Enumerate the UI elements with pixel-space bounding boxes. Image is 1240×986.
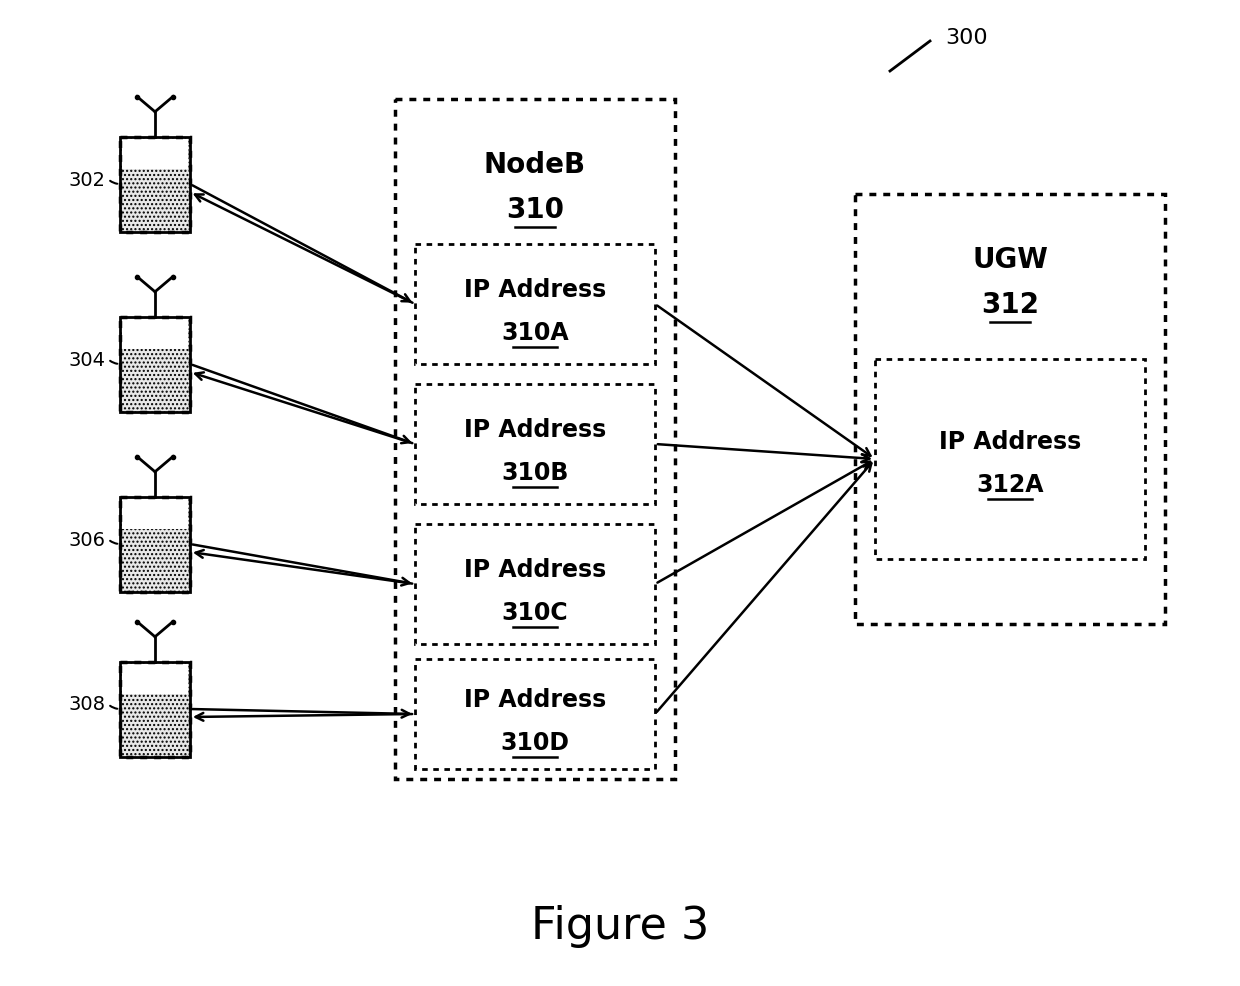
Bar xyxy=(875,360,1145,559)
Text: 310: 310 xyxy=(506,196,564,224)
Text: NodeB: NodeB xyxy=(484,151,587,178)
Text: UGW: UGW xyxy=(972,246,1048,274)
Text: Figure 3: Figure 3 xyxy=(531,904,709,948)
Text: 310D: 310D xyxy=(501,731,569,754)
Bar xyxy=(120,662,190,756)
Bar xyxy=(120,497,190,592)
Bar xyxy=(120,317,190,412)
Bar xyxy=(122,499,188,529)
Text: IP Address: IP Address xyxy=(464,278,606,302)
Text: IP Address: IP Address xyxy=(464,557,606,582)
Bar xyxy=(120,662,190,756)
Text: 304: 304 xyxy=(68,350,105,369)
Text: IP Address: IP Address xyxy=(464,687,606,711)
Text: 310A: 310A xyxy=(501,320,569,345)
Text: IP Address: IP Address xyxy=(939,430,1081,454)
Bar xyxy=(415,525,655,644)
Text: IP Address: IP Address xyxy=(464,418,606,442)
Bar xyxy=(122,319,188,350)
Bar xyxy=(120,497,190,592)
Text: 302: 302 xyxy=(68,171,105,189)
Bar xyxy=(415,660,655,769)
Text: 310C: 310C xyxy=(502,600,568,624)
Bar xyxy=(120,137,190,233)
Text: 306: 306 xyxy=(68,529,105,549)
Text: 300: 300 xyxy=(945,28,987,48)
Text: 312: 312 xyxy=(981,291,1039,318)
Bar xyxy=(856,195,1166,624)
Bar xyxy=(396,100,675,779)
Text: 312A: 312A xyxy=(976,472,1044,497)
Bar xyxy=(122,664,188,694)
Bar xyxy=(415,385,655,505)
Bar xyxy=(415,245,655,365)
Text: 308: 308 xyxy=(68,695,105,714)
Bar xyxy=(120,137,190,233)
Text: 310B: 310B xyxy=(501,460,569,484)
Bar xyxy=(122,139,188,170)
Bar xyxy=(120,317,190,412)
